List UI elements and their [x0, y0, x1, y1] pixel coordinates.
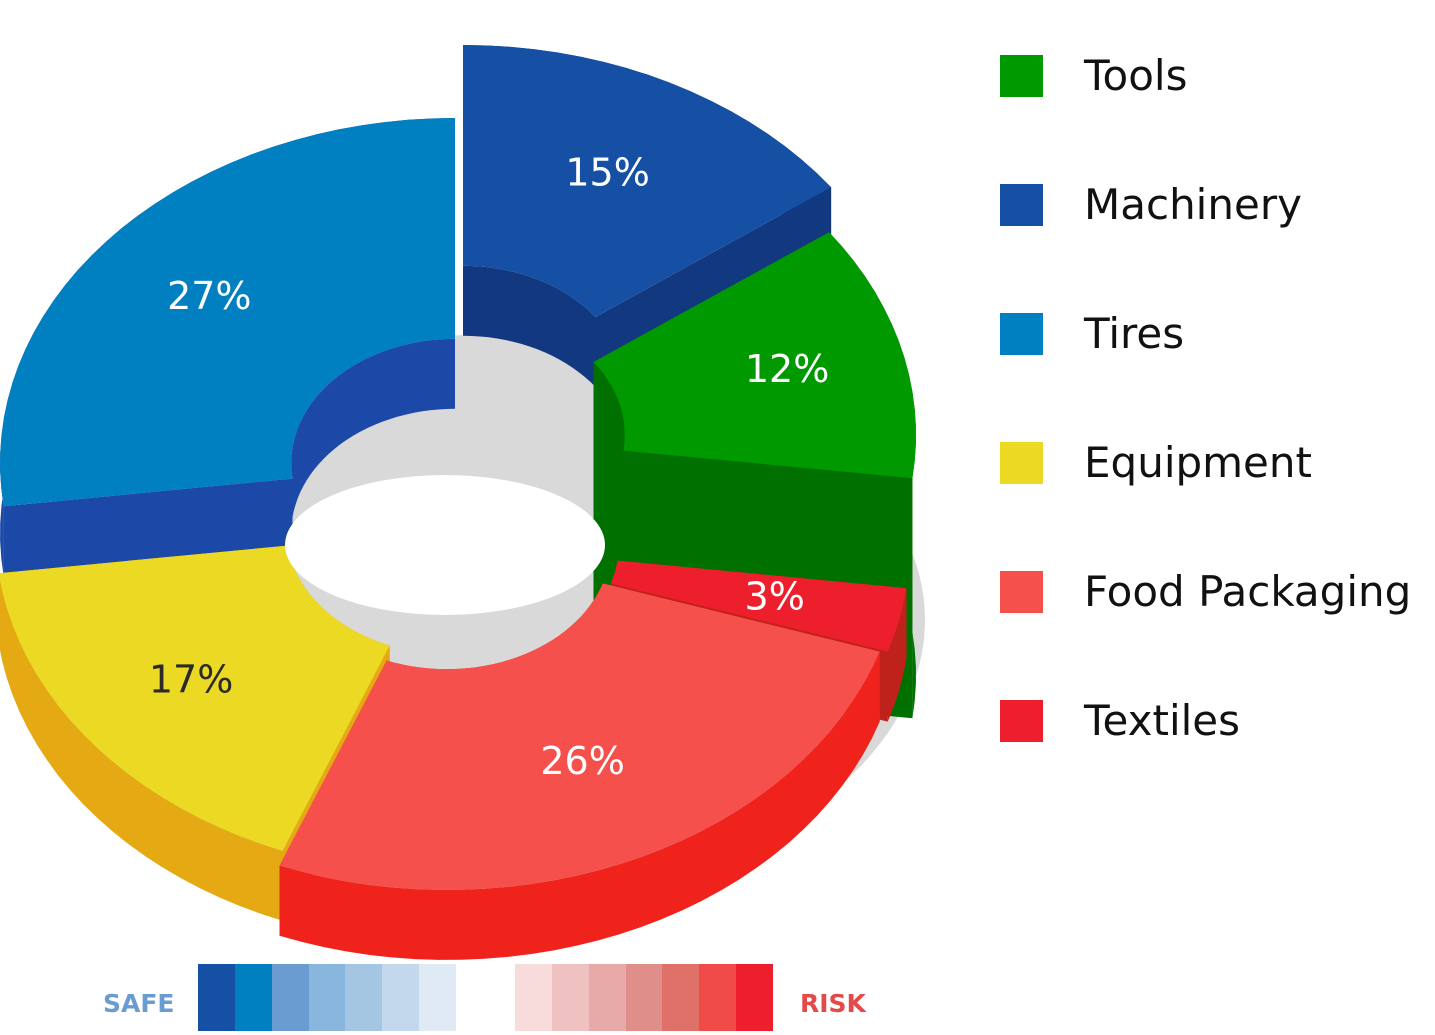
slice-inner-wall-tires	[291, 338, 455, 549]
slice-inner-wall-machinery	[463, 265, 596, 387]
legend-swatch-textiles	[1000, 700, 1043, 742]
legend-item-food-packaging: Food Packaging	[1000, 567, 1430, 616]
slice-label-equipment: 17%	[149, 658, 233, 702]
labels-layer: 27% 15% 12% 17% 3% 26%	[149, 150, 829, 783]
legend-swatch-tools	[1000, 55, 1043, 97]
slice-top-tires	[0, 118, 455, 507]
donut-hole	[285, 475, 605, 615]
slice-label-tools: 12%	[745, 347, 829, 391]
legend-swatch-machinery	[1000, 184, 1043, 226]
legend-item-machinery: Machinery	[1000, 180, 1430, 229]
risk-scale-bar	[515, 964, 773, 1031]
risk-scale-step-2	[551, 964, 589, 1031]
legend-item-equipment: Equipment	[1000, 438, 1430, 487]
slices-layer	[0, 45, 916, 960]
slice-label-tires: 27%	[167, 274, 251, 318]
safe-scale-step-6	[382, 964, 420, 1031]
safe-scale-step-4	[308, 964, 346, 1031]
risk-scale-step-3	[588, 964, 626, 1031]
legend-item-tools: Tools	[1000, 51, 1430, 100]
slice-label-food-packaging: 26%	[540, 739, 624, 783]
risk-scale-step-1	[515, 964, 552, 1031]
legend-label-machinery: Machinery	[1084, 180, 1302, 229]
safe-label: SAFE	[103, 989, 175, 1018]
risk-scale-step-6	[699, 964, 737, 1031]
safe-scale-step-2	[234, 964, 272, 1031]
legend-label-tools: Tools	[1084, 51, 1188, 100]
legend-item-tires: Tires	[1000, 309, 1430, 358]
slice-cut-face-tires-0	[3, 478, 293, 577]
slice-side-food-packaging	[279, 651, 880, 960]
risk-scale-step-5	[662, 964, 700, 1031]
slice-side-equipment	[0, 580, 283, 921]
legend-label-food-packaging: Food Packaging	[1084, 567, 1412, 616]
risk-scale-step-4	[625, 964, 663, 1031]
safe-scale-bar	[198, 964, 456, 1031]
slice-top-equipment	[0, 545, 390, 851]
legend-swatch-food-packaging	[1000, 571, 1043, 613]
safe-scale-step-7	[419, 964, 456, 1031]
slice-label-machinery: 15%	[565, 150, 649, 194]
slice-top-tools	[593, 232, 916, 479]
slice-top-textiles	[610, 560, 907, 652]
legend-swatch-tires	[1000, 313, 1043, 355]
slice-top-machinery	[463, 45, 832, 317]
legend-label-textiles: Textiles	[1084, 696, 1241, 745]
legend-label-tires: Tires	[1084, 309, 1185, 358]
legend-swatch-equipment	[1000, 442, 1043, 484]
risk-scale-step-7	[736, 964, 773, 1031]
slice-top-food-packaging	[279, 583, 880, 890]
risk-label: RISK	[800, 989, 866, 1018]
safe-scale-step-5	[345, 964, 383, 1031]
slice-tires	[0, 118, 455, 577]
legend-item-textiles: Textiles	[1000, 696, 1430, 745]
safe-scale-step-3	[271, 964, 309, 1031]
slice-food-packaging	[279, 583, 880, 960]
slice-label-textiles: 3%	[745, 575, 805, 619]
safe-scale-step-1	[198, 964, 235, 1031]
legend-label-equipment: Equipment	[1084, 438, 1312, 487]
